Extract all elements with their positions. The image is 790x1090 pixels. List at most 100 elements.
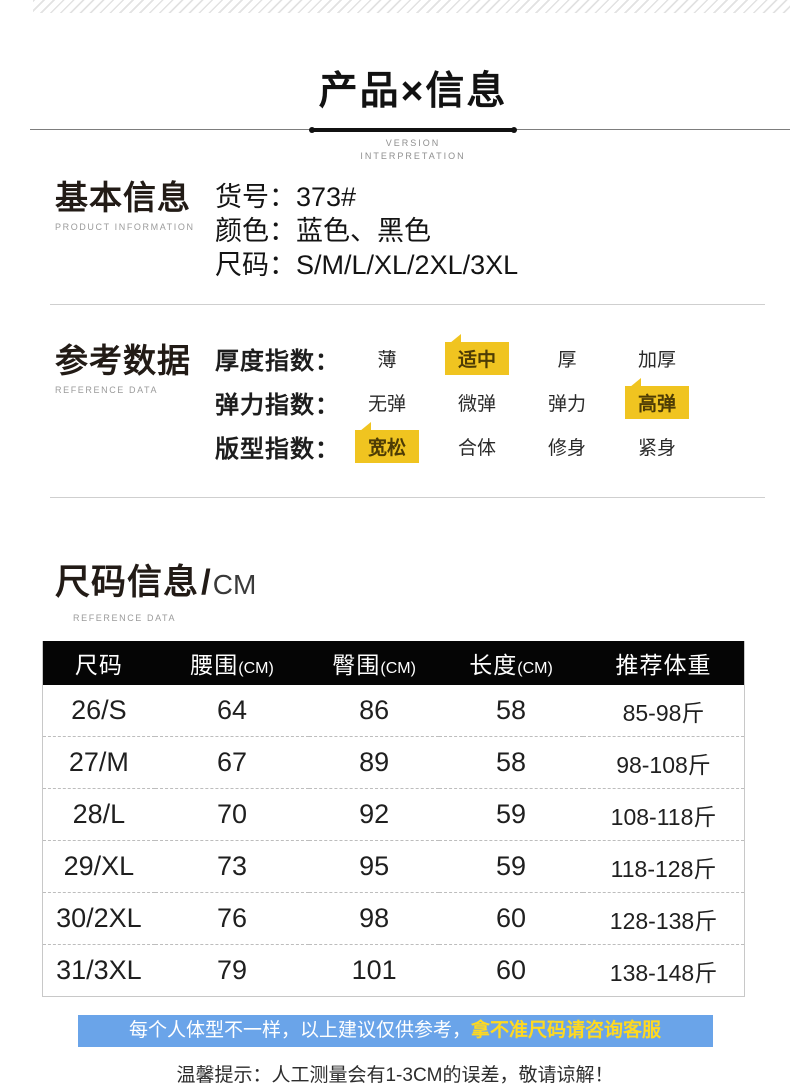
cell-weight: 85-98斤	[583, 685, 745, 737]
table-row: 31/3XL 79 101 60 138-148斤	[43, 945, 745, 997]
header-waist-cn: 腰围	[190, 652, 239, 678]
table-row: 27/M 67 89 58 98-108斤	[42, 736, 745, 789]
option-extra-thick: 加厚	[637, 349, 676, 371]
header-waist: 腰围(CM)	[154, 641, 310, 685]
cell-length: 58	[439, 736, 584, 789]
size-info-unit: CM	[212, 569, 257, 600]
size-advice-banner: 每个人体型不一样，以上建议仅供参考，拿不准尺码请咨询客服	[77, 1015, 713, 1047]
cell-weight: 138-148斤	[609, 959, 718, 986]
header-length-unit: (CM)	[517, 660, 553, 677]
size-chart-header: 尺码 腰围(CM) 臀围(CM) 长度(CM) 推荐体重	[42, 641, 745, 685]
fit-options: 宽松 合体 修身 紧身	[355, 421, 715, 463]
basic-info-section: 基本信息 PRODUCT INFORMATION 货号：373# 颜色：蓝色、黑…	[0, 180, 790, 282]
header-size-cn: 尺码	[74, 652, 123, 678]
basic-info-content: 货号：373# 颜色：蓝色、黑色 尺码：S/M/L/XL/2XL/3XL	[215, 180, 518, 282]
basic-info-title: 基本信息	[55, 179, 191, 216]
cell-hip: 86	[309, 685, 440, 737]
cell-size: 26/S	[42, 685, 155, 737]
cell-weight: 98-108斤	[583, 736, 745, 789]
size-chart-body: 26/S 64 86 58 85-98斤 27/M 67 89 58 98-10…	[42, 685, 745, 997]
header-waist-unit: (CM)	[238, 660, 274, 677]
fit-index-label: 版型指数：	[215, 435, 340, 463]
cell-length: 59	[439, 840, 584, 893]
cell-size: 31/3XL	[56, 955, 142, 985]
header-hip-cn: 臀围	[332, 652, 381, 678]
reference-data-title: 参考数据	[55, 342, 191, 379]
color-label: 颜色：	[215, 216, 296, 246]
option-regular-fit: 合体	[457, 437, 496, 459]
table-row: 28/L 70 92 59 108-118斤	[42, 788, 745, 841]
cell-size: 28/L	[42, 788, 155, 841]
thickness-index-label: 厚度指数：	[215, 347, 340, 375]
header-weight-cn: 推荐体重	[615, 652, 712, 678]
reference-data-section: 参考数据 REFERENCE DATA 厚度指数： 薄 适中 厚 加厚 弹力指数…	[0, 333, 790, 475]
header-subtitle-version: VERSION	[385, 138, 441, 148]
cell-waist: 73	[154, 840, 310, 893]
table-row: 29/XL 73 95 59 118-128斤	[42, 840, 745, 893]
page-header: 产品×信息 VERSION INTERPRETATION	[18, 70, 790, 162]
cell-waist: 64	[154, 685, 310, 737]
elasticity-index-label: 弹力指数：	[215, 391, 340, 419]
cell-hip: 101	[351, 955, 397, 985]
fit-index-row: 版型指数： 宽松 合体 修身 紧身	[215, 421, 715, 463]
item-number-label: 货号：	[215, 182, 296, 212]
section-divider	[50, 497, 765, 498]
option-slight-stretch: 微弹	[457, 393, 496, 415]
title-divider-thick-line	[309, 127, 517, 133]
elasticity-options: 无弹 微弹 弹力 高弹	[355, 377, 715, 419]
cell-hip: 95	[309, 840, 440, 893]
measurement-disclaimer: 温馨提示：人工测量会有1-3CM的误差，敬请谅解！	[176, 1065, 614, 1086]
cell-length: 60	[439, 892, 584, 945]
cell-waist: 70	[154, 788, 310, 841]
option-thick: 厚	[557, 349, 577, 371]
cell-waist: 67	[154, 736, 310, 789]
option-loose-selected: 宽松	[355, 421, 419, 463]
basic-info-subtitle: PRODUCT INFORMATION	[55, 222, 195, 232]
cell-weight: 128-138斤	[583, 892, 745, 945]
size-value: S/M/L/XL/2XL/3XL	[296, 250, 519, 280]
header-hip: 臀围(CM)	[309, 641, 440, 685]
header-size: 尺码	[42, 641, 155, 685]
size-info-title: 尺码信息	[55, 563, 200, 602]
option-medium-selected: 适中	[445, 333, 509, 375]
elasticity-index-row: 弹力指数： 无弹 微弹 弹力 高弹	[215, 377, 715, 419]
cell-weight: 108-118斤	[583, 788, 745, 841]
table-row: 26/S 64 86 58 85-98斤	[42, 685, 745, 737]
cell-length: 59	[439, 788, 584, 841]
header-recommended-weight: 推荐体重	[583, 641, 745, 685]
size-info-header: 尺码信息 / CM REFERENCE DATA	[0, 554, 790, 623]
thickness-options: 薄 适中 厚 加厚	[355, 333, 715, 375]
size-info-title-row: 尺码信息 / CM	[55, 554, 790, 605]
header-subtitle-interpretation: INTERPRETATION	[360, 151, 466, 161]
cell-length: 60	[496, 955, 527, 985]
header-hip-unit: (CM)	[380, 660, 416, 677]
table-header-row: 尺码 腰围(CM) 臀围(CM) 长度(CM) 推荐体重	[42, 641, 745, 685]
cell-hip: 89	[309, 736, 440, 789]
table-row: 30/2XL 76 98 60 128-138斤	[42, 892, 745, 945]
cell-hip: 98	[309, 892, 440, 945]
size-info-slash: /	[201, 563, 211, 602]
header-length: 长度(CM)	[439, 641, 584, 685]
cell-hip: 92	[309, 788, 440, 841]
size-chart-table: 尺码 腰围(CM) 臀围(CM) 长度(CM) 推荐体重 26/S 64 86 …	[42, 641, 745, 997]
basic-info-row-item-number: 货号：373#	[215, 180, 518, 214]
color-value: 蓝色、黑色	[296, 216, 431, 246]
cell-size: 27/M	[42, 736, 155, 789]
basic-info-label-block: 基本信息 PRODUCT INFORMATION	[0, 179, 215, 233]
advice-contact-service-text: 拿不准尺码请咨询客服	[471, 1020, 662, 1041]
cell-length: 58	[439, 685, 584, 737]
size-info-subtitle: REFERENCE DATA	[73, 613, 177, 623]
advice-text: 每个人体型不一样，以上建议仅供参考，	[128, 1020, 471, 1041]
option-stretch: 弹力	[547, 393, 586, 415]
basic-info-row-color: 颜色：蓝色、黑色	[215, 214, 518, 248]
page-title: 产品×信息	[318, 70, 508, 113]
cell-weight: 118-128斤	[583, 840, 745, 893]
basic-info-row-size: 尺码：S/M/L/XL/2XL/3XL	[215, 248, 518, 282]
option-tight-fit: 紧身	[637, 437, 676, 459]
cell-size: 29/XL	[42, 840, 155, 893]
option-no-stretch: 无弹	[367, 393, 406, 415]
reference-data-subtitle: REFERENCE DATA	[55, 385, 159, 395]
cell-waist: 76	[154, 892, 310, 945]
cell-size: 30/2XL	[42, 892, 155, 945]
